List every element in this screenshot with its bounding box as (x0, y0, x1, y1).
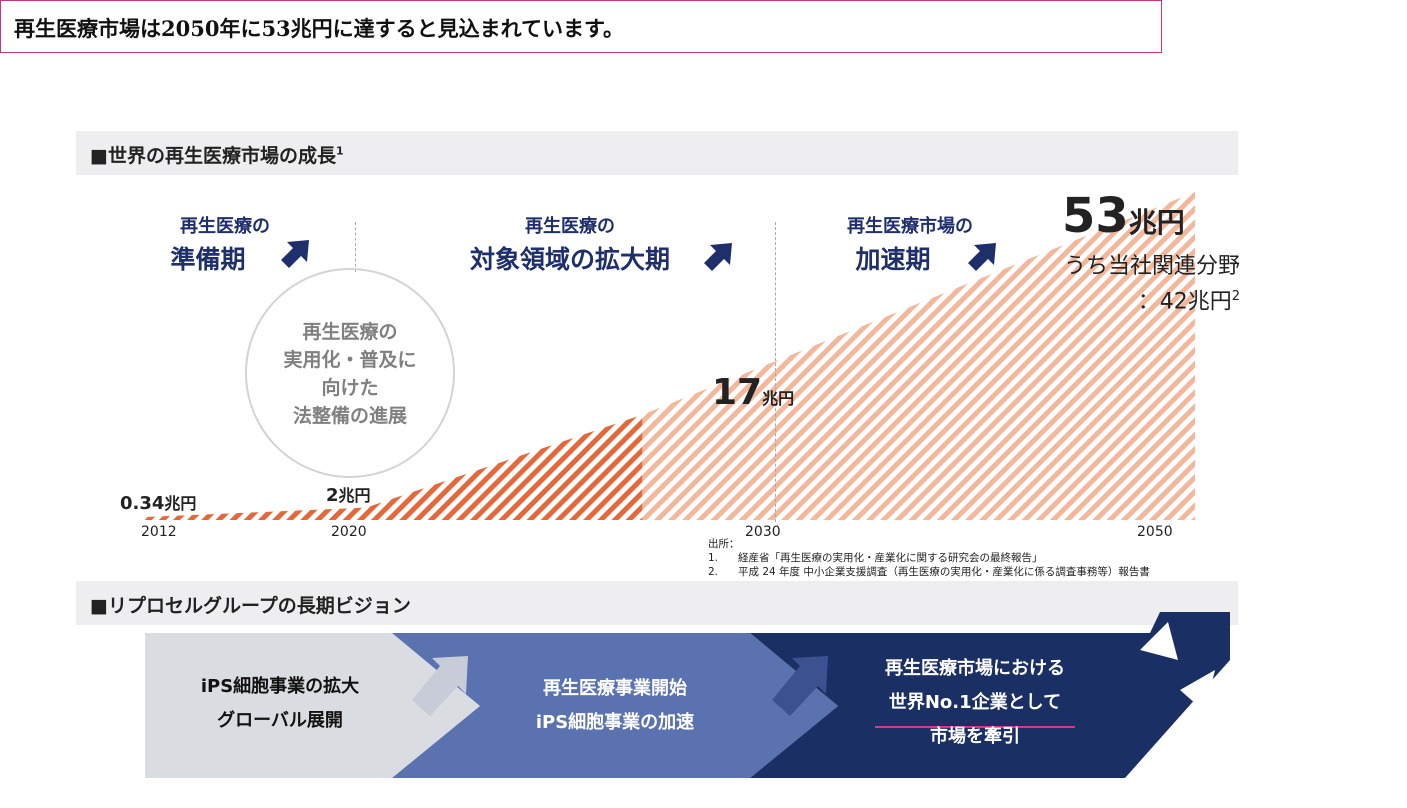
regulation-circle: 再生医療の 実用化・普及に 向けた 法整備の進展 (245, 268, 455, 478)
sources-title: 出所： (708, 538, 740, 550)
phase-label: 再生医療の (180, 216, 270, 237)
phase-name: 対象領域の拡大期 (469, 245, 670, 274)
value-label-2030: 17兆円 (712, 372, 795, 413)
tick-label: 2050 (1137, 524, 1173, 540)
vision-stage-2: 再生医療事業開始 iPS細胞事業の加速 (535, 678, 695, 733)
vision-stage-3: 再生医療市場における 世界No.1企業として 市場を牽引 (885, 658, 1065, 747)
phase-label: 再生医療の (525, 216, 615, 237)
sources: 出所： 1. 経産省「再生医療の実用化・産業化に関する研究会の最終報告」 2. 平成… (708, 537, 1150, 579)
source-num: 1. (708, 552, 719, 564)
circle-line: 向けた (321, 377, 379, 399)
vision-stage-1-shape (145, 633, 480, 778)
tick-label: 2020 (331, 524, 367, 540)
arrow-up-right-icon (968, 243, 996, 271)
source-num: 2. (708, 566, 719, 578)
circle-line: 実用化・普及に (283, 349, 417, 371)
footnote-ref: 1 (335, 144, 344, 158)
chevron-arrow-icon (772, 656, 828, 716)
value-label-2050: 53兆円 (1062, 188, 1185, 244)
source-text: 平成 24 年度 中小企業支援調査（再生医療の実用化・産業化に係る調査事務等）報… (738, 566, 1150, 578)
tick-label: 2030 (745, 524, 781, 540)
section-title: ■リプロセルグループの長期ビジョン (90, 595, 411, 617)
arrow-up-right-icon (704, 243, 732, 271)
section-long-term-vision: ■リプロセルグループの長期ビジョン (76, 581, 1238, 625)
circle-line: 法整備の進展 (292, 405, 407, 427)
area-late-period (642, 192, 1195, 520)
headline-text: 再生医療市場は2050年に53兆円に達すると見込まれています。 (14, 16, 624, 41)
phase-name: 加速期 (855, 245, 931, 274)
vision-stage-2-shape (392, 633, 838, 778)
value-label-2020: 2兆円 (326, 485, 371, 506)
phase-expansion: 再生医療の 対象領域の拡大期 (440, 212, 700, 276)
phase-preparation: 再生医療の 準備期 (140, 212, 310, 276)
circle-line: 再生医療の (302, 321, 398, 343)
headline-box: 再生医療市場は2050年に53兆円に達すると見込まれています。 (0, 0, 1162, 53)
phase-label: 再生医療市場の (847, 216, 973, 237)
annotation-related-field: うち当社関連分野 ：42兆円2 (1063, 254, 1240, 315)
value-label-2012: 0.34兆円 (120, 493, 197, 514)
tick-label: 2012 (141, 524, 177, 540)
area-early-period (145, 414, 643, 520)
phase-acceleration: 再生医療市場の 加速期 (820, 212, 1000, 276)
section-market-growth: ■世界の再生医療市場の成長1 (76, 131, 1238, 175)
chevron-arrow-icon (412, 656, 468, 716)
vision-stage-1: iPS細胞事業の拡大 グローバル展開 (200, 676, 360, 731)
phase-divider (775, 222, 776, 522)
section-title: ■世界の再生医療市場の成長 (90, 145, 336, 167)
arrow-up-right-icon (281, 240, 309, 268)
vision-stage-3-shape (750, 612, 1230, 778)
source-text: 経産省「再生医療の実用化・産業化に関する研究会の最終報告」 (738, 552, 1043, 564)
phase-divider (355, 222, 356, 272)
phase-name: 準備期 (170, 245, 246, 274)
